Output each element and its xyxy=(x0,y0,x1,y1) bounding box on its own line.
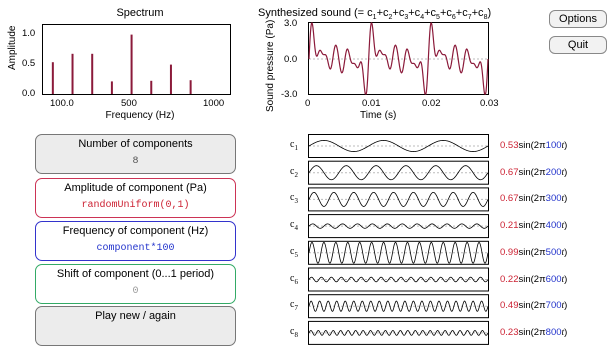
spectrum-plot xyxy=(42,24,231,95)
component-label: c8 xyxy=(290,325,298,339)
field-value[interactable]: randomUniform(0,1) xyxy=(81,200,190,211)
component-formula: 0.99sin(2π500t) xyxy=(500,246,568,258)
synth-xtick: 0 xyxy=(305,98,311,109)
number-of-components-field[interactable]: Number of components 8 xyxy=(35,134,236,174)
amplitude-field[interactable]: Amplitude of component (Pa) randomUnifor… xyxy=(35,178,236,218)
field-label: Amplitude of component (Pa) xyxy=(64,182,207,194)
spectrum-ylabel: Amplitude xyxy=(7,25,18,70)
spectrum-xtick: 500 xyxy=(121,98,137,109)
component-label: c1 xyxy=(290,139,298,152)
synth-xtick: 0.01 xyxy=(362,98,381,109)
spectrum-xtick: 1000 xyxy=(203,98,225,109)
component-label: c7 xyxy=(290,299,298,313)
component-label: c6 xyxy=(290,272,298,286)
synth-xlabel: Time (s) xyxy=(360,110,397,121)
component-formula: 0.67sin(2π200t) xyxy=(500,166,568,178)
component-label: c3 xyxy=(290,192,298,206)
component-formula: 0.22sin(2π600t) xyxy=(500,273,568,285)
component-waveform xyxy=(308,241,489,264)
component-waveform xyxy=(308,191,489,207)
field-label: Number of components xyxy=(78,138,193,150)
play-button[interactable]: Play new / again xyxy=(35,306,236,346)
synth-ytick: 3.0 xyxy=(284,18,298,29)
component-formula: 0.23sin(2π800t) xyxy=(500,326,568,338)
options-button[interactable]: Options xyxy=(549,10,607,28)
spectrum-xlabel: Frequency (Hz) xyxy=(105,110,175,121)
component-waveform xyxy=(308,300,489,312)
play-button-label: Play new / again xyxy=(95,310,176,322)
components-plot xyxy=(308,134,489,345)
synth-xtick: 0.03 xyxy=(480,98,499,109)
component-label: c4 xyxy=(290,219,298,233)
component-waveform xyxy=(308,223,489,229)
synth-ylabel: Sound pressure (Pa) xyxy=(265,19,276,112)
synth-plot xyxy=(308,22,489,95)
component-formula: 0.67sin(2π300t) xyxy=(500,193,568,205)
spectrum-ytick: 0.0 xyxy=(22,88,36,99)
quit-button[interactable]: Quit xyxy=(549,36,607,54)
spectrum-xtick: 100.0 xyxy=(50,98,74,109)
frequency-field[interactable]: Frequency of component (Hz) component*10… xyxy=(35,221,236,261)
component-label: c2 xyxy=(290,165,298,179)
field-value[interactable]: 0 xyxy=(132,286,139,297)
field-label: Shift of component (0...1 period) xyxy=(56,268,215,280)
component-formula: 0.21sin(2π400t) xyxy=(500,220,568,232)
synth-xtick: 0.02 xyxy=(422,98,441,109)
component-formula: 0.53sin(2π100t) xyxy=(500,140,568,151)
component-label: c5 xyxy=(290,245,298,259)
spectrum-frame xyxy=(42,24,231,95)
synth-waveform xyxy=(308,22,489,95)
component-waveform xyxy=(308,330,489,336)
field-value[interactable]: component*100 xyxy=(96,243,175,254)
component-waveform xyxy=(308,165,489,181)
spectrum-ytick: 0.5 xyxy=(22,58,36,69)
spectrum-title: Spectrum xyxy=(116,7,164,19)
shift-field[interactable]: Shift of component (0...1 period) 0 xyxy=(35,264,236,304)
component-waveform xyxy=(308,276,489,283)
synth-title: Synthesized sound (= c1+c2+c3+c4+c5+c6+c… xyxy=(258,7,492,22)
synth-ytick: 0.0 xyxy=(284,54,298,65)
synth-ytick: -3.0 xyxy=(281,89,298,100)
component-formula: 0.49sin(2π700t) xyxy=(500,300,568,312)
field-label: Frequency of component (Hz) xyxy=(62,225,209,237)
component-waveform xyxy=(308,140,489,152)
field-value[interactable]: 8 xyxy=(132,156,139,167)
spectrum-ytick: 1.0 xyxy=(22,28,36,39)
